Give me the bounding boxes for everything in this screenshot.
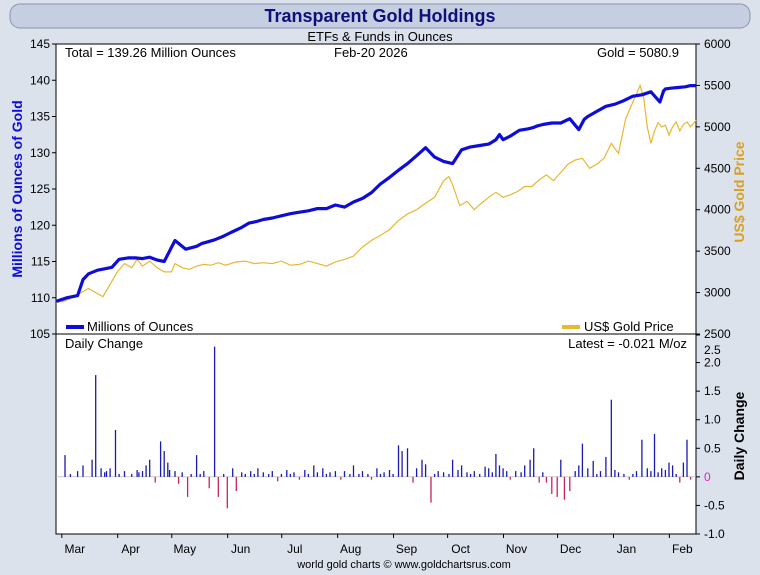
right-tick-label: 3000	[704, 286, 731, 300]
month-label: May	[173, 542, 196, 556]
daily-change-tick-label: 0.5	[704, 441, 721, 455]
left-axis-label: Millions of Ounces of Gold	[9, 100, 25, 277]
legend-holdings-label: Millions of Ounces	[87, 319, 194, 334]
daily-change-title: Daily Change	[65, 336, 143, 351]
daily-change-tick-label: 2.0	[704, 356, 721, 370]
right-tick-label: 4500	[704, 161, 731, 175]
legend-gold-label: US$ Gold Price	[584, 319, 674, 334]
daily-change-tick-label: -1.0	[704, 527, 725, 541]
legend: Millions of Ounces US$ Gold Price	[66, 319, 674, 334]
latest-annotation: Latest = -0.021 M/oz	[568, 336, 687, 351]
total-annotation: Total = 139.26 Million Ounces	[65, 45, 236, 60]
month-label: Sep	[396, 542, 418, 556]
month-label: Jun	[231, 542, 250, 556]
left-tick-label: 105	[30, 327, 50, 341]
month-label: Nov	[506, 542, 527, 556]
chart-title: Transparent Gold Holdings	[264, 6, 495, 26]
left-tick-label: 130	[30, 146, 50, 160]
month-label: Dec	[560, 542, 581, 556]
left-tick-label: 120	[30, 218, 50, 232]
month-label: Jul	[287, 542, 302, 556]
footer-credit: world gold charts © www.goldchartsrus.co…	[296, 559, 511, 571]
left-tick-label: 115	[31, 255, 50, 269]
daily-change-tick-label: -0.5	[704, 498, 725, 512]
month-label: Jan	[617, 542, 636, 556]
gold-price-line	[55, 83, 697, 304]
gold-annotation: Gold = 5080.9	[597, 45, 679, 60]
right-tick-label: 3500	[704, 244, 731, 258]
left-axis-ticks: 105 110 115 120 125 130 135 140 145	[30, 37, 56, 341]
month-label: Aug	[340, 542, 361, 556]
daily-change-tick-label: 1.0	[704, 413, 721, 427]
left-tick-label: 140	[30, 73, 50, 87]
daily-change-tick-label: 2.5	[704, 343, 721, 357]
title-bar	[9, 3, 751, 29]
chart-subtitle: ETFs & Funds in Ounces	[307, 29, 453, 44]
left-tick-label: 125	[30, 182, 50, 196]
month-label: Oct	[451, 542, 470, 556]
left-tick-label: 145	[30, 37, 50, 51]
left-tick-label: 135	[30, 110, 50, 124]
right-tick-label: 4000	[704, 203, 731, 217]
date-annotation: Feb-20 2026	[334, 45, 408, 60]
month-axis-ticks: Mar Apr May Jun Jul Aug Sep Oct Nov Dec Jan Feb	[61, 534, 693, 556]
right-tick-label: 5500	[704, 78, 731, 92]
daily-change-axis-ticks: -1.0 -0.5 0 0.5 1.0 1.5 2.02.5	[696, 334, 725, 541]
daily-change-plot-area	[55, 333, 697, 535]
daily-change-bars	[64, 346, 692, 509]
month-label: Apr	[121, 542, 140, 556]
daily-change-axis-label: Daily Change	[731, 391, 747, 480]
right-tick-label: 5000	[704, 120, 731, 134]
right-axis-ticks: 2500 3000 3500 4000 4500 5000 5500 6000	[696, 37, 731, 341]
right-tick-label: 6000	[704, 37, 731, 51]
right-axis-label: US$ Gold Price	[731, 141, 747, 242]
daily-change-tick-label: 1.5	[704, 384, 721, 398]
month-label: Feb	[672, 542, 693, 556]
daily-change-tick-label: 0	[704, 470, 711, 484]
left-tick-label: 110	[31, 291, 50, 305]
month-label: Mar	[64, 542, 85, 556]
right-tick-label: 2500	[704, 327, 731, 341]
holdings-line	[55, 84, 696, 303]
